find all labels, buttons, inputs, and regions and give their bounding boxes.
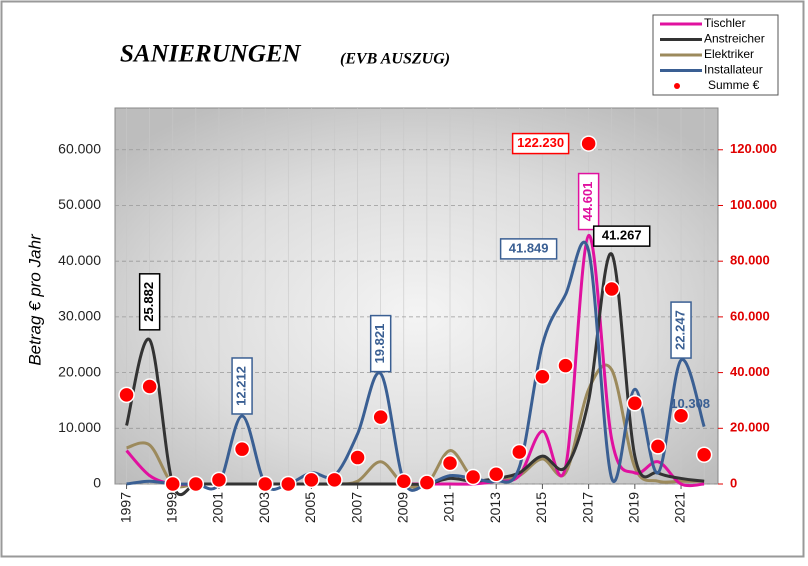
y-tick-label: 0 bbox=[93, 475, 101, 491]
series-line bbox=[126, 240, 706, 492]
data-label-box bbox=[369, 314, 392, 373]
y-tick-label: 60.000 bbox=[58, 140, 101, 156]
y2-tick-label: 40.000 bbox=[730, 364, 770, 379]
data-label-group: 12.212 bbox=[231, 357, 253, 415]
x-tick-label: 2011 bbox=[441, 492, 457, 522]
data-point bbox=[603, 280, 620, 298]
data-point bbox=[418, 474, 436, 491]
x-tick-label: 2019 bbox=[626, 492, 642, 523]
x-tick-label: 2007 bbox=[348, 492, 364, 523]
data-point bbox=[118, 386, 135, 404]
data-point bbox=[487, 466, 505, 483]
x-tick-label: 2005 bbox=[302, 492, 318, 523]
data-label-group: 44.601 bbox=[577, 172, 600, 231]
data-label-group: 22.247 bbox=[670, 301, 692, 359]
data-point bbox=[511, 443, 528, 461]
x-tick-label: 1999 bbox=[163, 492, 179, 523]
data-point bbox=[695, 446, 713, 464]
y-tick-label: 50.000 bbox=[58, 196, 101, 212]
y2-tick-label: 60.000 bbox=[730, 308, 770, 323]
data-point bbox=[141, 378, 158, 395]
y-tick-label: 20.000 bbox=[58, 363, 101, 379]
data-label-group: 41.267 bbox=[592, 225, 651, 247]
data-label: 19.821 bbox=[372, 324, 387, 364]
data-label: 25.882 bbox=[141, 282, 156, 322]
data-point bbox=[580, 135, 597, 152]
data-point bbox=[349, 449, 366, 466]
data-label-box bbox=[577, 172, 600, 231]
data-point bbox=[326, 471, 343, 489]
x-tick-label: 2013 bbox=[487, 492, 503, 523]
data-point bbox=[372, 408, 389, 426]
data-label-group: 10.308 bbox=[670, 396, 710, 411]
data-point bbox=[534, 368, 551, 386]
data-point bbox=[187, 475, 205, 493]
data-label-group: 19.821 bbox=[369, 314, 392, 373]
y2-tick-label: 0 bbox=[730, 475, 737, 490]
data-label: 41.849 bbox=[509, 240, 549, 255]
legend-marker bbox=[674, 83, 680, 89]
data-label-box bbox=[231, 357, 253, 415]
y-tick-label: 30.000 bbox=[58, 308, 101, 324]
data-point bbox=[303, 471, 320, 489]
data-label: 44.601 bbox=[580, 182, 595, 222]
data-point bbox=[164, 475, 182, 493]
legend-label: Tischler bbox=[704, 16, 746, 30]
data-label-group: 122.230 bbox=[511, 132, 570, 155]
data-point bbox=[626, 394, 644, 412]
x-tick-label: 2021 bbox=[672, 492, 688, 523]
data-label: 10.308 bbox=[670, 396, 710, 411]
x-tick-label: 2017 bbox=[579, 492, 595, 523]
data-label: 41.267 bbox=[602, 228, 642, 243]
data-point bbox=[256, 475, 274, 493]
legend-label: Summe € bbox=[708, 78, 760, 92]
y2-tick-label: 20.000 bbox=[730, 420, 770, 435]
data-label-box bbox=[670, 301, 692, 359]
plot-area bbox=[114, 107, 719, 485]
data-label-box bbox=[499, 238, 558, 260]
data-point bbox=[649, 438, 667, 455]
data-point bbox=[557, 357, 574, 374]
x-tick-label: 1997 bbox=[117, 492, 133, 523]
data-point bbox=[280, 475, 297, 493]
data-label: 12.212 bbox=[234, 366, 249, 406]
chart-subtitle: (EVB AUSZUG) bbox=[340, 51, 450, 68]
y2-tick-label: 80.000 bbox=[730, 253, 770, 268]
data-label-group: 25.882 bbox=[138, 273, 161, 331]
data-point bbox=[441, 454, 459, 472]
data-label: 22.247 bbox=[672, 310, 687, 350]
chart-title: SANIERUNGEN bbox=[120, 41, 302, 68]
y2-tick-label: 100.000 bbox=[730, 197, 777, 212]
x-tick-label: 2003 bbox=[256, 492, 272, 523]
data-label-box bbox=[592, 225, 651, 247]
legend-label: Installateur bbox=[704, 63, 763, 77]
data-label-box bbox=[138, 273, 161, 331]
x-tick-label: 2001 bbox=[210, 492, 226, 523]
y-tick-label: 10.000 bbox=[58, 419, 101, 435]
x-tick-label: 2015 bbox=[533, 492, 549, 523]
y2-tick-label: 120.000 bbox=[730, 141, 777, 156]
legend-label: Elektriker bbox=[704, 47, 754, 61]
data-point bbox=[672, 407, 690, 425]
data-point bbox=[464, 468, 482, 486]
y-axis-label: Betrag € pro Jahr bbox=[25, 233, 44, 366]
data-label-group: 41.849 bbox=[499, 238, 558, 260]
y-tick-label: 40.000 bbox=[58, 252, 101, 268]
data-point bbox=[210, 471, 228, 489]
data-point bbox=[233, 440, 251, 458]
data-label-box bbox=[511, 132, 570, 155]
data-point bbox=[395, 472, 413, 490]
data-label: 122.230 bbox=[517, 135, 564, 150]
legend-label: Anstreicher bbox=[704, 32, 765, 46]
x-tick-label: 2009 bbox=[394, 492, 410, 523]
